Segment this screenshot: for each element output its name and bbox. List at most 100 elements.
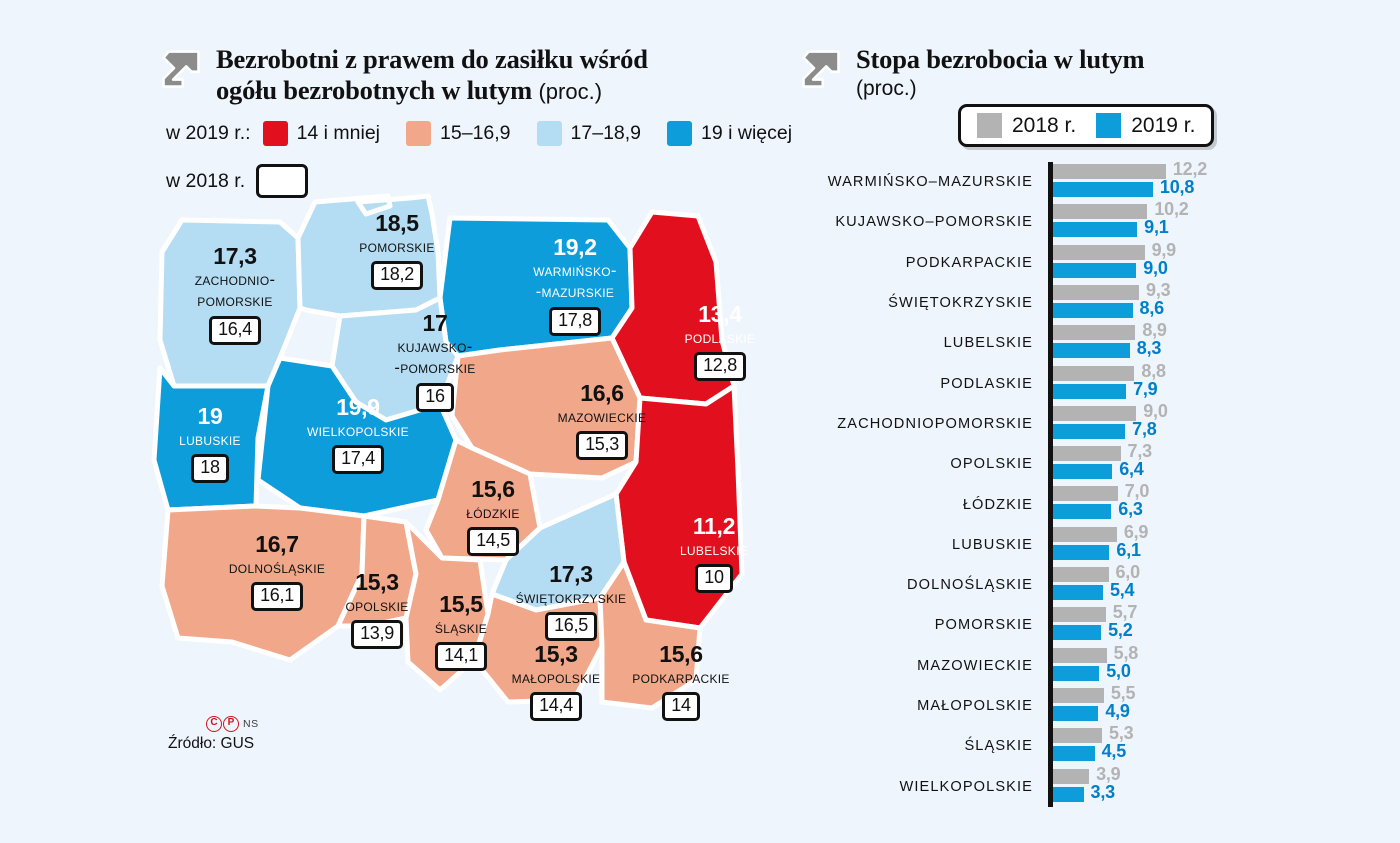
bar-2019	[1053, 464, 1113, 480]
bar-2019	[1053, 504, 1112, 520]
arrow-down-right-icon	[162, 50, 200, 88]
chart-legend-swatch-2019	[1096, 113, 1122, 138]
bar-value-2019: 10,8	[1159, 177, 1195, 197]
left-title-unit: (proc.)	[538, 78, 603, 104]
bar-value-2018: 10,2	[1154, 199, 1189, 220]
legend-swatch-white-box	[256, 164, 309, 198]
chart-row-bars: 9,3 8,6	[1053, 280, 1260, 323]
chart-row-label: OPOLSKIE	[950, 456, 1033, 473]
chart-row-label: WIELKOPOLSKIE	[899, 778, 1033, 795]
bar-value-2019: 5,2	[1108, 620, 1133, 641]
bar-2018	[1053, 687, 1104, 703]
right-title: Stopa bezrobocia w lutym	[856, 44, 1145, 74]
chart-row-bars: 5,5 4,9	[1053, 683, 1260, 726]
chart-row: PODKARPACKIE 9,9 9,0	[830, 239, 1260, 283]
chart-row-bars: 6,0 5,4	[1053, 562, 1260, 605]
bar-value-2019: 3,3	[1090, 781, 1116, 802]
map-region-podkarpackie[interactable]	[597, 559, 703, 711]
chart-row-label: MAZOWIECKIE	[917, 657, 1033, 674]
map-region-zachodniopomorskie[interactable]	[157, 217, 303, 389]
bar-2018	[1053, 486, 1118, 502]
map-region-pomorskie[interactable]	[295, 193, 443, 319]
chart-row: LUBUSKIE 6,9 6,1	[830, 522, 1260, 565]
bar-2018	[1053, 567, 1109, 582]
chart-row-bars: 10,2 9,1	[1053, 199, 1260, 242]
chart-row-bars: 7,0 6,3	[1053, 481, 1260, 524]
chart-row-bars: 5,8 5,0	[1053, 643, 1260, 686]
chart-row: MAZOWIECKIE 5,8 5,0	[830, 643, 1260, 686]
chart-row-label: ŚLĄSKIE	[964, 738, 1033, 755]
chart-row-label: MAŁOPOLSKIE	[917, 698, 1033, 715]
chart-legend-label-2019: 2019 r.	[1131, 113, 1196, 137]
bar-value-2018: 12,2	[1172, 159, 1208, 179]
legend-item-17-18-9: 17–18,9	[536, 121, 642, 146]
bar-value-2018: 9,9	[1151, 239, 1177, 260]
bar-value-2018: 8,9	[1142, 320, 1167, 341]
bar-value-2019: 6,1	[1116, 539, 1141, 560]
bar-value-2019: 7,8	[1132, 418, 1157, 439]
chart-row-label: DOLNOŚLĄSKIE	[907, 577, 1033, 594]
bar-value-2018: 5,7	[1112, 602, 1138, 623]
bar-2019	[1053, 585, 1103, 600]
bar-value-2019: 5,4	[1109, 580, 1135, 600]
bar-2018	[1053, 325, 1136, 341]
left-title-line1: Bezrobotni z prawem do zasiłku wśród	[216, 44, 648, 74]
legend-2019: w 2019 r.: 14 i mniej 15–16,9 17–18,9 19…	[166, 121, 792, 146]
chart-row: ŚLĄSKIE 5,3 4,5	[830, 723, 1260, 766]
legend-swatch-salmon	[406, 121, 432, 146]
bar-2018	[1053, 607, 1106, 623]
copyright-marks: C P NS	[206, 716, 259, 733]
bar-value-2019: 7,9	[1133, 378, 1158, 399]
chart-row: WIELKOPOLSKIE 3,9 3,3	[830, 764, 1260, 807]
map-region-dolnoslaskie[interactable]	[159, 503, 367, 663]
chart-row-label: LUBELSKIE	[943, 335, 1033, 352]
map-region-warminsko-mazurskie[interactable]	[437, 215, 635, 359]
map-region-wielkopolskie[interactable]	[255, 355, 459, 519]
bar-2019	[1053, 343, 1130, 359]
legend-2018-lead: w 2018 r.	[166, 169, 246, 192]
legend-swatch-blue	[667, 121, 693, 146]
bar-2019	[1053, 746, 1095, 762]
legend-label-19-i-wiecej: 19 i więcej	[701, 122, 793, 144]
map-region-malopolskie[interactable]	[471, 591, 605, 705]
bar-value-2019: 4,5	[1101, 741, 1127, 762]
map-region-lubuskie[interactable]	[151, 365, 271, 513]
chart-row: WARMIŃSKO–MAZURSKIE 12,2 10,8	[827, 159, 1260, 202]
chart-legend-item-2018: 2018 r.	[977, 113, 1076, 138]
bar-2018	[1053, 164, 1166, 179]
bar-value-2018: 7,3	[1127, 441, 1153, 462]
published-rights-icon: P	[223, 716, 239, 733]
chart-row: DOLNOŚLĄSKIE 6,0 5,4	[830, 562, 1260, 605]
left-panel-header: Bezrobotni z prawem do zasiłku wśród ogó…	[160, 44, 760, 105]
bar-value-2019: 4,9	[1105, 700, 1130, 721]
ns-mark-label: NS	[243, 717, 259, 730]
bar-value-2018: 5,3	[1109, 723, 1134, 744]
bar-value-2019: 9,1	[1144, 217, 1169, 238]
chart-row-bars: 9,9 9,0	[1053, 239, 1260, 283]
chart-row: KUJAWSKO–POMORSKIE 10,2 9,1	[830, 199, 1260, 242]
bar-value-2019: 8,3	[1136, 338, 1162, 359]
bar-value-2019: 6,4	[1119, 459, 1144, 480]
arrow-down-right-icon	[802, 50, 840, 88]
chart-legend-item-2019: 2019 r.	[1096, 113, 1195, 138]
bar-2019	[1053, 302, 1133, 318]
legend-label-17-18-9: 17–18,9	[570, 122, 642, 144]
legend-2019-lead: w 2019 r.:	[166, 122, 251, 144]
bar-2018	[1053, 728, 1103, 744]
right-title-unit: (proc.)	[856, 76, 917, 100]
poland-voivodeship-map: 17,3 Zachodnio- pomorskie 16,4 18,5 Pomo…	[140, 190, 800, 725]
bar-2018	[1053, 405, 1137, 421]
bar-value-2019: 9,0	[1143, 257, 1168, 278]
chart-row-label: WARMIŃSKO–MAZURSKIE	[827, 174, 1033, 191]
bar-value-2019: 5,0	[1106, 660, 1131, 681]
chart-row-label: PODLASKIE	[940, 375, 1033, 392]
chart-baseline-axis	[1048, 162, 1053, 807]
chart-row: POMORSKIE 5,7 5,2	[830, 602, 1260, 645]
legend-swatch-red	[262, 121, 288, 146]
chart-row-bars: 3,9 3,3	[1053, 764, 1260, 807]
chart-row-label: POMORSKIE	[934, 617, 1033, 634]
bar-value-2018: 7,0	[1124, 481, 1150, 502]
legend-item-19-i-wiecej: 19 i więcej	[667, 121, 792, 146]
copyright-icon: C	[206, 716, 222, 733]
